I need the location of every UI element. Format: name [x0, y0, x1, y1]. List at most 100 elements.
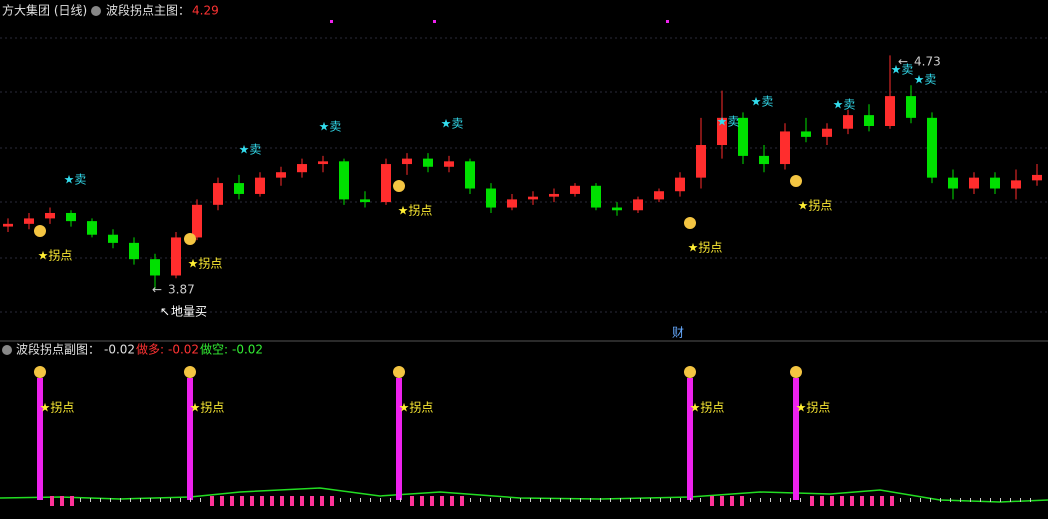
candle-body	[1011, 180, 1021, 189]
sub-bar	[110, 498, 111, 502]
sub-bar	[620, 498, 621, 502]
candle-body	[738, 117, 748, 156]
sub-title: 波段拐点副图：	[16, 342, 100, 357]
sub-bar	[980, 498, 981, 502]
sub-bar	[570, 498, 571, 502]
candle-body	[129, 242, 139, 260]
sub-bar	[1010, 498, 1011, 502]
sell-signal: ★卖	[891, 63, 914, 77]
turn-point: ★拐点	[398, 203, 433, 218]
sub-bar	[250, 496, 254, 506]
sub-bar	[230, 496, 234, 506]
candle-body	[528, 196, 538, 200]
sub-bar	[160, 498, 161, 502]
sub-bar	[350, 498, 351, 502]
sub-bar	[950, 498, 951, 502]
sub-bar	[770, 498, 771, 502]
candle-body	[948, 177, 958, 189]
candle-body	[360, 199, 370, 203]
candle-body	[654, 191, 664, 200]
candle-body	[3, 223, 13, 227]
sub-bar	[80, 498, 81, 502]
candle-body	[696, 145, 706, 178]
candle-body	[843, 115, 853, 129]
high-arrow: ←	[898, 55, 908, 69]
candle-body	[24, 218, 34, 224]
sub-bar	[440, 496, 444, 506]
sub-bar	[840, 496, 844, 506]
sub-bar	[360, 498, 361, 502]
sub-bar	[480, 498, 481, 502]
money-bag	[184, 233, 196, 245]
candle-body	[1032, 174, 1042, 181]
candle-body	[381, 164, 391, 203]
sub-bar	[320, 496, 324, 506]
sub-bar	[760, 498, 761, 502]
sub-bar	[560, 498, 561, 502]
sub-bar	[810, 496, 814, 506]
candle-body	[297, 164, 307, 173]
candle-body	[864, 115, 874, 126]
collapse-icon[interactable]	[2, 345, 12, 355]
sub-bar	[960, 498, 961, 502]
candle-body	[318, 161, 328, 165]
collapse-icon[interactable]	[91, 6, 101, 16]
turn-spike	[396, 378, 402, 500]
sub-bar	[630, 498, 631, 502]
candle-body	[759, 155, 769, 165]
candle-body	[717, 117, 727, 146]
sub-bar	[880, 496, 884, 506]
sub-bar	[240, 496, 244, 506]
candle-body	[591, 185, 601, 208]
turn-spike	[187, 378, 193, 500]
candle-body	[612, 207, 622, 211]
sub-bar	[190, 498, 191, 502]
event-dot	[666, 20, 669, 23]
sub-bar	[640, 498, 641, 502]
sub-bar	[130, 498, 131, 502]
candle-body	[402, 158, 412, 165]
sub-bar	[790, 498, 791, 502]
sub-bar	[730, 496, 734, 506]
candle-body	[339, 161, 349, 200]
sub-bar	[170, 498, 171, 502]
sub-bar	[990, 498, 991, 502]
sub-bar	[260, 496, 264, 506]
candle-body	[444, 161, 454, 167]
money-bag	[393, 366, 405, 378]
turn-point: ★拐点	[190, 400, 225, 415]
candle-body	[234, 183, 244, 194]
turn-point: ★拐点	[399, 400, 434, 415]
sub-bar	[750, 498, 751, 502]
sub-bar	[710, 496, 714, 506]
sub-bar	[430, 496, 434, 506]
sub-bar	[930, 498, 931, 502]
sub-bar	[520, 498, 521, 502]
sub-bar	[180, 498, 181, 502]
sub-bar	[470, 498, 471, 502]
sub-bar	[890, 496, 894, 506]
sub-bar	[370, 498, 371, 502]
candle-body	[486, 188, 496, 208]
sub-bar	[860, 496, 864, 506]
candle-body	[570, 185, 580, 194]
sub-bar	[280, 496, 284, 506]
candle-body	[633, 199, 643, 211]
candle-body	[423, 158, 433, 167]
sub-bar	[210, 496, 214, 506]
candle-body	[801, 131, 811, 137]
sub-bar	[420, 496, 424, 506]
sub-bar	[60, 496, 64, 506]
sub-bar	[910, 498, 911, 502]
finance-mark: 财	[672, 326, 684, 340]
high-price: 4.73	[914, 55, 941, 69]
candle-body	[150, 259, 160, 276]
sell-signal: ★卖	[914, 73, 937, 87]
sub-bar	[720, 496, 724, 506]
sub-bar	[590, 498, 591, 502]
turn-point: ★拐点	[796, 400, 831, 415]
money-bag	[34, 366, 46, 378]
candle-body	[969, 177, 979, 189]
